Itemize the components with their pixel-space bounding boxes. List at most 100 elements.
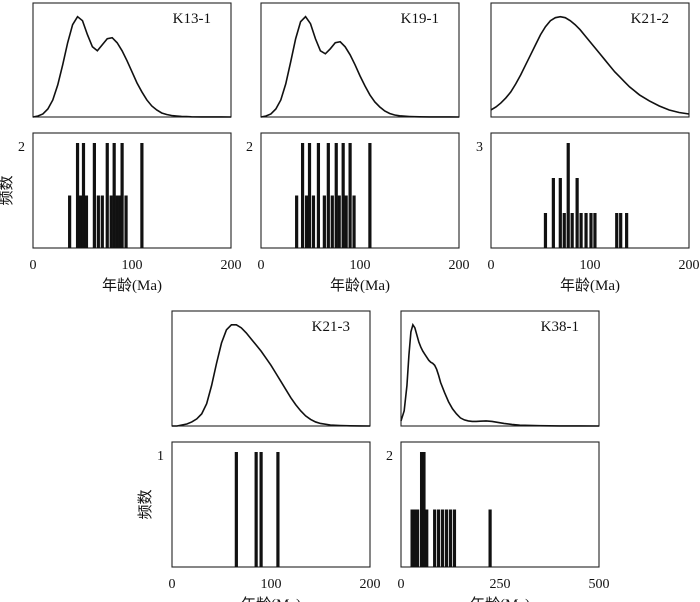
histogram-bar [75, 143, 80, 248]
histogram-bar [419, 452, 424, 567]
x-tick-label: 200 [449, 258, 470, 273]
histogram-bar [124, 195, 128, 248]
histogram-bar [433, 509, 437, 567]
histogram-bar [84, 195, 89, 248]
histogram-bar [562, 213, 566, 248]
histogram-panel-frame [32, 132, 232, 249]
histogram-bar [330, 195, 334, 248]
histogram-bar [234, 452, 238, 567]
histogram-bar [112, 143, 116, 248]
histogram-panel-frame [171, 441, 371, 568]
x-tick-label: 200 [221, 258, 242, 273]
histogram-bar [140, 143, 144, 248]
histogram-bar [109, 195, 113, 248]
histogram-bar [410, 509, 414, 567]
sample-label: K19-1 [401, 11, 439, 27]
histogram-bar [96, 195, 100, 248]
x-tick-label: 100 [350, 258, 371, 273]
histogram-bar [444, 509, 449, 567]
y-max-tick-label: 2 [386, 449, 393, 464]
histogram-bar [488, 509, 492, 567]
histogram-bar [276, 452, 280, 567]
histogram-bar [115, 195, 119, 248]
histogram-bar [584, 213, 588, 248]
histogram-bar [593, 213, 597, 248]
histogram-bar [579, 213, 583, 248]
histogram-bar [422, 452, 426, 567]
x-tick-label: 100 [122, 258, 143, 273]
histogram-bar [437, 509, 441, 567]
x-tick-label: 0 [488, 258, 495, 273]
density-curve [260, 15, 460, 118]
histogram-bar [259, 452, 263, 567]
density-panel-frame [400, 310, 600, 427]
x-tick-label: 0 [169, 577, 176, 592]
histogram-bar [416, 509, 420, 567]
density-curve [400, 322, 600, 427]
histogram-bar [118, 195, 122, 248]
x-tick-label: 500 [589, 577, 610, 592]
y-axis-label: 频数 [0, 175, 15, 205]
density-panel-frame [490, 2, 690, 118]
x-axis-label: 年龄(Ma) [560, 277, 620, 294]
histogram-bar [326, 143, 330, 248]
x-axis-label: 年龄(Ma) [102, 277, 162, 294]
histogram-bar [316, 143, 321, 248]
histogram-bar [352, 195, 356, 248]
histogram-bar [311, 195, 316, 248]
density-curve [32, 15, 232, 118]
histogram-bar [452, 509, 457, 567]
histogram-bar [100, 195, 104, 248]
sample-label: K21-3 [312, 319, 350, 335]
density-panel-frame [32, 2, 232, 118]
x-tick-label: 100 [580, 258, 601, 273]
x-tick-label: 100 [261, 577, 282, 592]
histogram-bar [558, 178, 562, 248]
y-axis-label: 频数 [137, 489, 154, 519]
histogram-bar [78, 195, 83, 248]
x-tick-label: 250 [490, 577, 511, 592]
y-max-tick-label: 3 [476, 140, 483, 155]
x-tick-label: 0 [30, 258, 37, 273]
histogram-bar [566, 143, 570, 248]
histogram-bar [307, 143, 312, 248]
histogram-bar [300, 143, 305, 248]
x-axis-label: 年龄(Ma) [470, 596, 530, 602]
histogram-bar [105, 143, 109, 248]
histogram-bar [344, 195, 348, 248]
x-tick-label: 200 [360, 577, 381, 592]
histogram-panel-frame [400, 441, 600, 568]
histogram-bar [615, 213, 619, 248]
x-axis-label: 年龄(Ma) [241, 596, 301, 602]
x-tick-label: 200 [679, 258, 700, 273]
histogram-bar [413, 509, 417, 567]
y-max-tick-label: 2 [246, 140, 253, 155]
density-curve [172, 324, 371, 427]
histogram-bar [254, 452, 258, 567]
y-max-tick-label: 1 [157, 449, 164, 464]
histogram-bar [341, 143, 345, 248]
x-tick-label: 0 [258, 258, 265, 273]
histogram-bar [589, 213, 593, 248]
histogram-bar [570, 213, 574, 248]
histogram-bar [120, 143, 124, 248]
histogram-bar [368, 143, 372, 248]
sample-label: K21-2 [631, 11, 669, 27]
sample-label: K13-1 [173, 11, 211, 27]
histogram-bar [337, 195, 341, 248]
x-tick-label: 0 [398, 577, 405, 592]
histogram-bar [304, 195, 309, 248]
y-max-tick-label: 2 [18, 140, 25, 155]
histogram-bar [348, 143, 352, 248]
histogram-bar [440, 509, 445, 567]
x-axis-label: 年龄(Ma) [330, 277, 390, 294]
histogram-bar [92, 143, 96, 248]
density-panel-frame [260, 2, 460, 118]
histogram-bar [425, 509, 429, 567]
histogram-bar [543, 213, 548, 248]
histogram-bar [295, 195, 299, 248]
histogram-bar [551, 178, 555, 248]
histogram-bar [625, 213, 629, 248]
histogram-bar [322, 195, 326, 248]
